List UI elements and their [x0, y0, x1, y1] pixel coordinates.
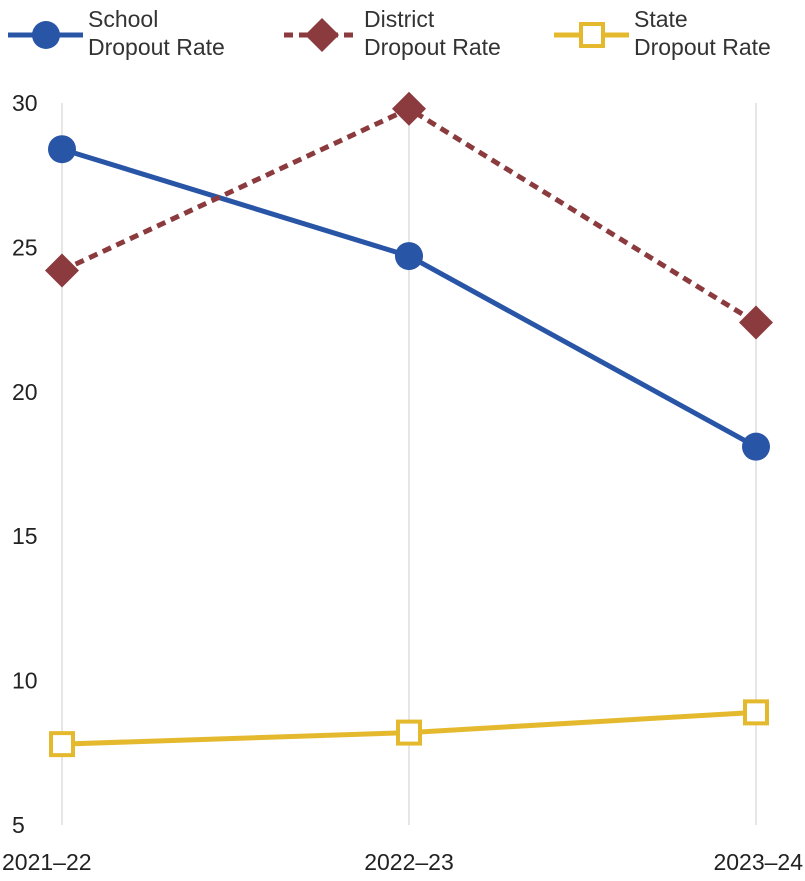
y-tick-label: 15 — [12, 523, 38, 549]
data-point — [49, 731, 75, 758]
data-point — [45, 253, 79, 288]
legend-label-line2: Dropout Rate — [364, 34, 501, 60]
data-point — [48, 135, 76, 164]
data-point — [392, 91, 426, 126]
data-point — [739, 305, 773, 340]
legend-label-line1: School — [88, 6, 158, 32]
data-point — [305, 18, 339, 52]
y-tick-label: 30 — [12, 90, 38, 116]
y-tick-label: 5 — [12, 812, 25, 838]
x-axis: 2021–22 2022–23 2023–24 — [2, 849, 803, 875]
x-tick-label: 2023–24 — [713, 849, 803, 875]
legend-label-line1: State — [634, 6, 688, 32]
x-tick-label: 2022–23 — [364, 849, 454, 875]
data-point — [32, 21, 60, 49]
data-point — [579, 22, 605, 48]
data-point — [395, 242, 423, 271]
series-markers — [45, 91, 773, 758]
y-tick-label: 10 — [12, 668, 38, 694]
legend-label-line2: Dropout Rate — [634, 34, 771, 60]
y-axis: 30 25 20 15 10 5 — [12, 90, 38, 838]
y-tick-label: 20 — [12, 379, 38, 405]
x-tick-label: 2021–22 — [2, 849, 92, 875]
data-point — [742, 432, 770, 461]
data-point — [743, 699, 769, 726]
data-point — [396, 719, 422, 746]
legend-label-line2: Dropout Rate — [88, 34, 225, 60]
y-tick-label: 25 — [12, 234, 38, 260]
legend-label-line1: District — [364, 6, 435, 32]
